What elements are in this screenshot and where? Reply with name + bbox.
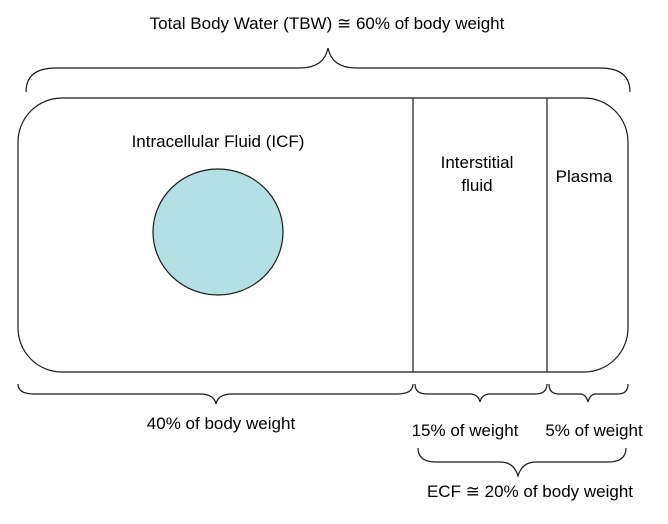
- plasma-weight-label: 5% of weight: [545, 421, 643, 440]
- cell-circle: [152, 168, 284, 296]
- interstitial-label-line1: Interstitial: [441, 153, 514, 172]
- ecf-label: ECF ≅ 20% of body weight: [427, 482, 633, 501]
- icf-weight-label: 40% of body weight: [147, 414, 296, 433]
- body-fluid-container: [17, 97, 629, 373]
- icf-label: Intracellular Fluid (ICF): [132, 132, 305, 151]
- interstitial-weight-label: 15% of weight: [412, 421, 519, 440]
- top-brace: [25, 47, 631, 93]
- interstitial-brace: [414, 383, 548, 403]
- icf-brace: [17, 383, 414, 405]
- interstitial-label-line2: fluid: [461, 176, 492, 195]
- plasma-label: Plasma: [556, 167, 613, 186]
- diagram-title: Total Body Water (TBW) ≅ 60% of body wei…: [150, 14, 505, 33]
- plasma-brace: [548, 383, 629, 403]
- ecf-brace: [417, 447, 627, 479]
